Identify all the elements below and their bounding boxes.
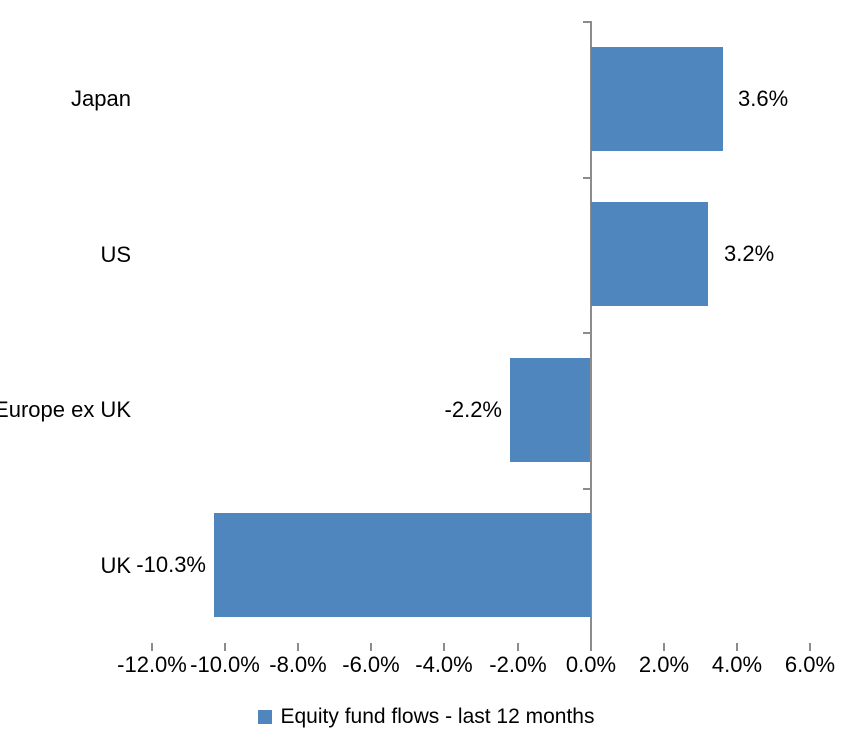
legend-marker-square-icon (257, 710, 272, 724)
y-axis-tick (583, 21, 590, 23)
category-label-europe-ex-uk: Europe ex UK (0, 397, 131, 422)
data-label: 3.6% (738, 86, 789, 111)
x-axis-tick-label: 0.0% (565, 652, 617, 677)
x-axis-tick (443, 643, 445, 651)
x-axis-tick (297, 643, 299, 651)
category-label-us: US (100, 242, 131, 267)
x-axis-tick (151, 643, 153, 651)
x-axis-tick-label: -8.0% (269, 652, 327, 677)
x-axis-tick-label: -6.0% (342, 652, 400, 677)
bar-us (591, 202, 708, 306)
legend: Equity fund flows - last 12 months (0, 705, 852, 729)
x-axis-tick (809, 643, 811, 651)
y-axis-tick (583, 332, 590, 334)
x-axis-tick-label: 6.0% (784, 652, 836, 677)
category-label-japan: Japan (71, 86, 131, 111)
x-axis-tick-label: 4.0% (711, 652, 763, 677)
category-label-uk: UK (100, 553, 131, 578)
y-axis-tick (583, 488, 590, 490)
x-axis-tick-label: -2.0% (489, 652, 547, 677)
x-axis-tick (663, 643, 665, 651)
y-axis-line (590, 21, 592, 651)
bar-europe-ex-uk (510, 358, 590, 462)
x-axis-tick-label: -4.0% (415, 652, 473, 677)
x-axis-tick-label: -10.0% (190, 652, 260, 677)
y-axis-tick (583, 177, 590, 179)
legend-series-label: Equity fund flows - last 12 months (280, 705, 595, 728)
x-axis-tick-label: 2.0% (638, 652, 690, 677)
x-axis-tick (517, 643, 519, 651)
x-axis-tick-label: -12.0% (117, 652, 187, 677)
bar-japan (591, 47, 723, 151)
data-label: -10.3% (136, 552, 206, 577)
x-axis-tick (224, 643, 226, 651)
x-axis-tick (370, 643, 372, 651)
bar-uk (214, 513, 591, 617)
plot-area: 3.6% 3.2% -2.2% -10.3% (136, 21, 811, 651)
x-axis-tick (736, 643, 738, 651)
data-label: 3.2% (724, 241, 775, 266)
data-label: -2.2% (444, 397, 502, 422)
